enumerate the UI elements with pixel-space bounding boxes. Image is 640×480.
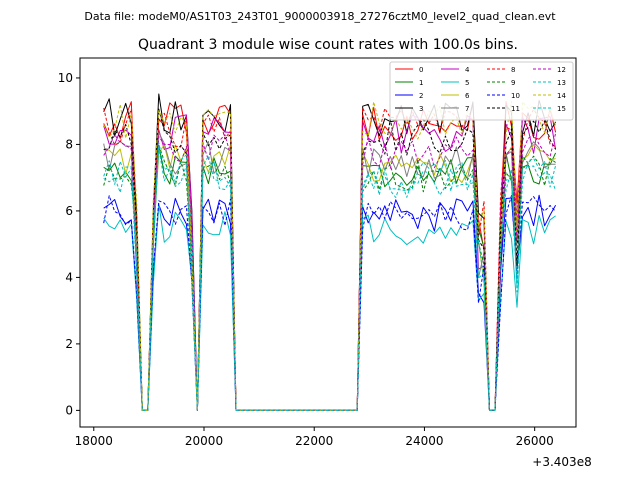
x-tick-label: 24000 <box>405 434 443 448</box>
legend-label: 9 <box>511 79 515 87</box>
legend-label: 13 <box>557 79 566 87</box>
x-offset-label: +3.403e8 <box>532 455 591 469</box>
legend-label: 7 <box>465 105 469 113</box>
series-line-13 <box>103 142 557 411</box>
axes-frame <box>79 57 577 428</box>
y-tick-label: 4 <box>65 270 73 284</box>
x-tick-label: 26000 <box>516 434 554 448</box>
legend-label: 0 <box>419 66 423 74</box>
series-line-8 <box>103 107 556 411</box>
legend-label: 2 <box>419 92 423 100</box>
legend-label: 6 <box>465 92 470 100</box>
legend-label: 11 <box>511 105 520 113</box>
legend-label: 12 <box>557 66 566 74</box>
legend-label: 5 <box>465 79 469 87</box>
legend-label: 15 <box>557 105 566 113</box>
series-line-15 <box>103 147 557 411</box>
legend-box <box>389 61 574 121</box>
y-tick-label: 8 <box>65 137 73 151</box>
x-tick-label: 20000 <box>185 434 223 448</box>
suptitle: Data file: modeM0/AS1T03_243T01_90000039… <box>84 10 556 23</box>
y-axis: 0 2 4 6 8 10 <box>58 71 80 417</box>
x-axis: 18000 20000 22000 24000 26000 <box>75 427 554 448</box>
series-layer <box>103 93 557 411</box>
y-tick-label: 10 <box>58 71 73 85</box>
y-tick-label: 2 <box>65 337 73 351</box>
series-line-14 <box>103 100 557 411</box>
legend-label: 4 <box>465 66 470 74</box>
legend-label: 10 <box>511 92 520 100</box>
x-tick-label: 22000 <box>295 434 333 448</box>
x-tick-label: 18000 <box>75 434 113 448</box>
legend-label: 1 <box>419 79 423 87</box>
legend-label: 3 <box>419 105 423 113</box>
chart-title: Quadrant 3 module wise count rates with … <box>138 37 518 53</box>
y-tick-label: 6 <box>65 204 73 218</box>
y-tick-label: 0 <box>65 403 73 417</box>
legend-label: 8 <box>511 66 515 74</box>
legend-label: 14 <box>557 92 566 100</box>
